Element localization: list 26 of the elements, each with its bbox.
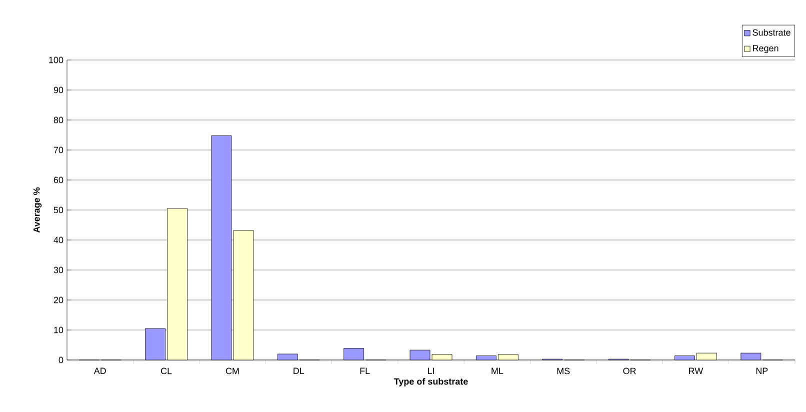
x-tick-label: MS bbox=[557, 368, 570, 374]
x-tick-label: RW bbox=[689, 368, 704, 374]
x-tick-label: AD bbox=[94, 368, 106, 374]
y-tick-label: 70 bbox=[54, 146, 64, 154]
x-tick-label: ML bbox=[492, 368, 504, 374]
x-tick-label: DL bbox=[294, 368, 304, 374]
y-tick-label: 80 bbox=[54, 116, 64, 124]
x-tick-label: LI bbox=[428, 368, 434, 374]
y-tick-label: 50 bbox=[54, 206, 64, 214]
x-tick-label: NP bbox=[756, 368, 768, 374]
y-tick-label: 60 bbox=[54, 176, 64, 184]
y-tick-label: 40 bbox=[54, 236, 64, 244]
x-tick-label: CL bbox=[160, 368, 172, 374]
y-tick-label: 100 bbox=[49, 56, 64, 64]
x-axis-title: Type of substrate bbox=[394, 378, 468, 386]
legend-label: Regen bbox=[753, 45, 778, 54]
y-tick-label: 20 bbox=[54, 296, 64, 304]
y-tick-label: 0 bbox=[58, 356, 64, 364]
legend-label: Substrate bbox=[752, 29, 790, 36]
x-tick-label: FL bbox=[360, 368, 370, 374]
x-tick-label: CM bbox=[226, 368, 239, 374]
y-tick-label: 90 bbox=[54, 86, 64, 94]
y-tick-label: 30 bbox=[54, 266, 64, 274]
x-tick-label: OR bbox=[623, 368, 636, 374]
y-tick-label: 10 bbox=[54, 326, 64, 334]
y-axis-title: Average % bbox=[33, 187, 42, 233]
